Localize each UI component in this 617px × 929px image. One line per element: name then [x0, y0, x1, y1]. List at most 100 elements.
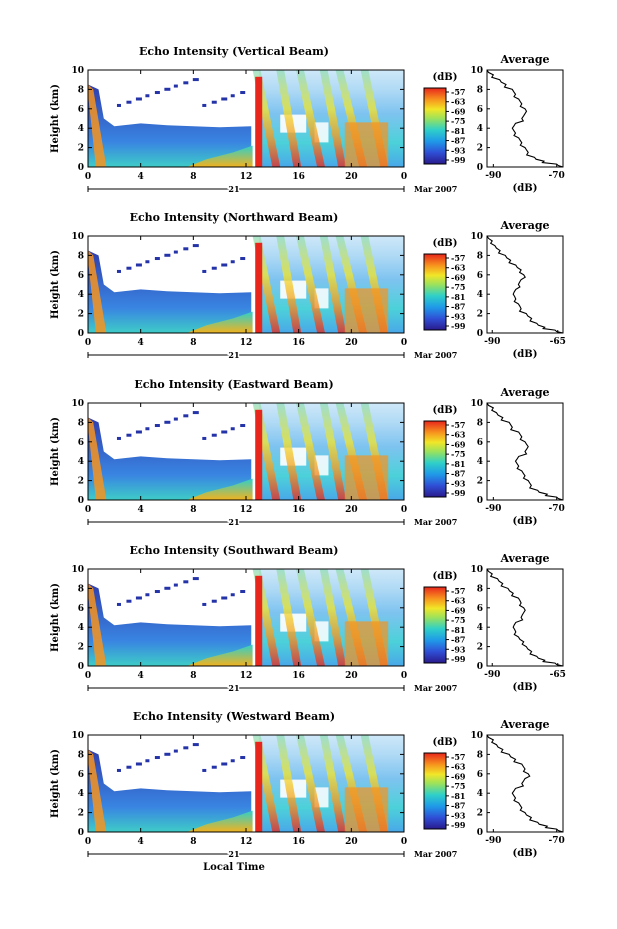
clutter-patch	[202, 602, 207, 606]
panel-southward: Echo Intensity (Southward Beam) Height (k…	[50, 544, 566, 695]
average-title: Average	[499, 386, 549, 399]
x-tick-label: 12	[240, 338, 253, 348]
avg-y-tick-label: 0	[477, 329, 483, 339]
clutter-patch	[211, 433, 217, 437]
panel-eastward: Echo Intensity (Eastward Beam) Height (km…	[50, 378, 565, 529]
clutter-patch	[173, 84, 178, 88]
clutter-patch	[221, 263, 228, 267]
avg-y-tick-label: 4	[477, 124, 483, 134]
precipitation-streak	[276, 236, 302, 333]
avg-x-tick-label: -70	[549, 836, 565, 846]
daytime-boundary-layer	[186, 810, 253, 832]
avg-y-tick-label: 6	[477, 271, 483, 281]
colorbar-tick-label: -87	[451, 801, 465, 811]
date-day-label: 21	[228, 849, 239, 859]
avg-x-tick-label: -65	[550, 337, 566, 347]
colorbar-tick-label: -75	[451, 282, 465, 292]
clutter-patch	[135, 97, 142, 101]
morning-echo-streak	[88, 749, 107, 832]
y-tick-label: 0	[78, 496, 84, 506]
colorbar-tick-label: -63	[451, 97, 466, 107]
clutter-patch	[164, 253, 171, 257]
avg-y-tick-label: 8	[477, 85, 483, 95]
colorbar-tick-label: -69	[451, 771, 466, 781]
colorbar	[423, 253, 447, 331]
colorbar-tick-label: -93	[451, 478, 466, 488]
clutter-patch	[173, 417, 178, 421]
precipitation-streak	[276, 70, 302, 167]
x-tick-label: 0	[85, 338, 91, 348]
colorbar-tick-label: -81	[451, 625, 465, 635]
colorbar-tick-label: -69	[451, 605, 466, 615]
echo-heatmap	[88, 403, 404, 500]
average-profile-line	[486, 402, 564, 501]
colorbar-tick-label: -57	[451, 420, 465, 430]
colorbar-tick-label: -75	[451, 449, 465, 459]
clutter-patch	[145, 427, 150, 431]
colorbar-label: (dB)	[433, 238, 458, 249]
average-xlabel: (dB)	[513, 183, 538, 194]
echo-heatmap	[88, 735, 404, 832]
colorbar-tick-label: -81	[451, 791, 465, 801]
avg-y-tick-label: 0	[477, 496, 483, 506]
y-tick-label: 0	[78, 662, 84, 672]
average-title: Average	[499, 53, 549, 66]
avg-y-tick-label: 4	[477, 789, 483, 799]
precipitation-streak	[319, 70, 347, 167]
clutter-patch	[221, 762, 228, 766]
panel-title: Echo Intensity (Northward Beam)	[130, 211, 339, 224]
clutter-patch	[240, 424, 246, 428]
clutter-patch	[154, 756, 160, 760]
date-month-label: Mar 2007	[414, 184, 457, 194]
precipitation-streak	[296, 70, 325, 167]
colorbar-tick-label: -69	[451, 272, 466, 282]
x-tick-label: 0	[85, 671, 91, 681]
colorbar-tick-label: -69	[451, 106, 466, 116]
x-tick-label: 0	[401, 505, 407, 515]
x-tick-label: 4	[138, 338, 144, 348]
x-tick-label: 0	[85, 837, 91, 847]
colorbar-tick-label: -81	[451, 292, 465, 302]
avg-y-tick-label: 2	[477, 477, 483, 487]
precipitation-streak	[276, 569, 302, 666]
clutter-patch	[145, 260, 150, 264]
colorbar	[423, 420, 447, 498]
average-profile-line	[486, 235, 564, 334]
avg-y-tick-label: 10	[470, 565, 483, 575]
x-tick-label: 0	[401, 338, 407, 348]
avg-y-tick-label: 8	[477, 418, 483, 428]
y-tick-label: 8	[78, 584, 84, 594]
clutter-patch	[116, 768, 121, 772]
avg-y-tick-label: 10	[470, 66, 483, 76]
daytime-boundary-layer	[186, 478, 253, 500]
evening-echo-core	[344, 122, 389, 167]
y-tick-label: 4	[78, 623, 84, 633]
clutter-patch	[192, 577, 199, 581]
evening-echo-core	[344, 621, 389, 666]
x-tick-label: 12	[240, 172, 253, 182]
clutter-patch	[126, 266, 132, 270]
clutter-patch	[173, 749, 178, 753]
colorbar-label: (dB)	[433, 571, 458, 582]
avg-y-tick-label: 6	[477, 438, 483, 448]
nocturnal-echo-layer	[88, 749, 252, 832]
precipitation-streak	[276, 403, 302, 500]
clutter-patch	[230, 260, 235, 264]
colorbar-tick-label: -99	[451, 654, 466, 664]
y-tick-label: 10	[71, 731, 84, 741]
avg-y-tick-label: 0	[477, 163, 483, 173]
precipitation-streak	[319, 403, 347, 500]
clutter-patch	[230, 593, 235, 597]
y-tick-label: 6	[78, 770, 84, 780]
panel-title: Echo Intensity (Southward Beam)	[130, 544, 339, 557]
x-tick-label: 20	[345, 172, 358, 182]
avg-y-tick-label: 8	[477, 750, 483, 760]
x-tick-label: 0	[401, 172, 407, 182]
colorbar-tick-label: -63	[451, 430, 466, 440]
date-day-label: 21	[228, 683, 239, 693]
x-tick-label: 8	[190, 837, 196, 847]
nocturnal-echo-layer	[88, 84, 252, 167]
x-tick-label: 4	[138, 172, 144, 182]
evening-echo-core	[344, 787, 389, 832]
y-axis-label: Height (km)	[50, 749, 61, 818]
